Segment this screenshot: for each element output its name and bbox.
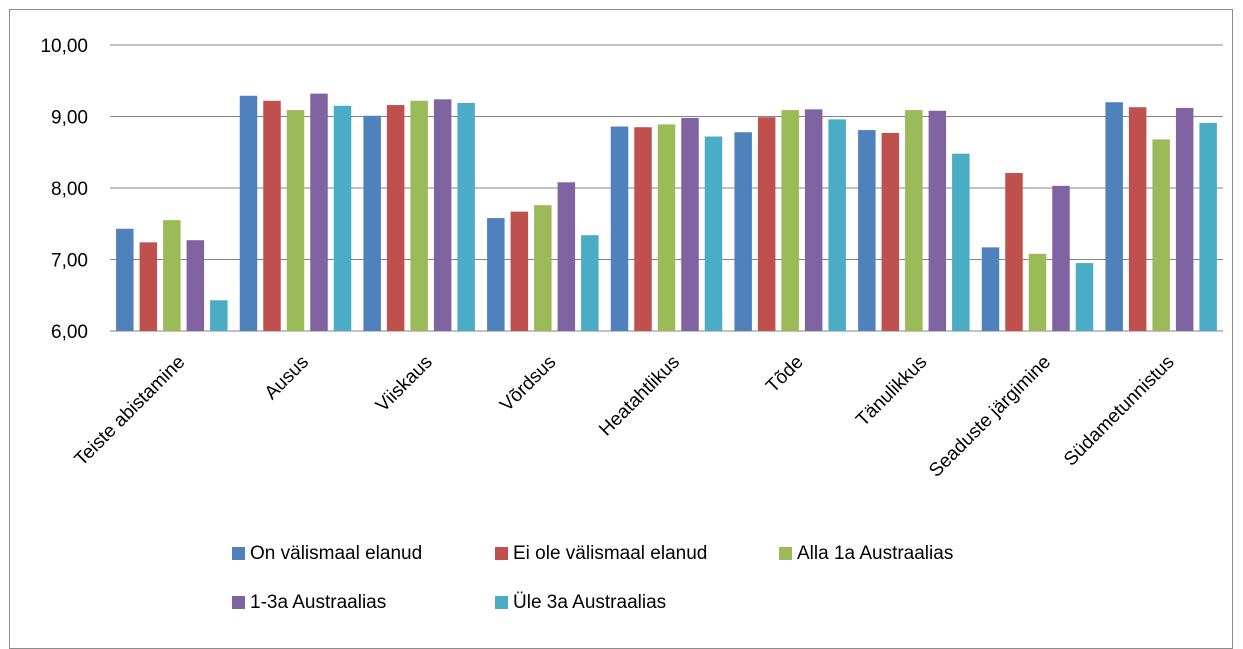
bar — [1052, 185, 1070, 331]
x-category-label: Teiste abistamine — [71, 352, 190, 471]
bar — [410, 100, 428, 332]
bar — [333, 105, 352, 332]
bar — [858, 130, 876, 331]
bar — [510, 211, 529, 331]
bar — [657, 124, 676, 332]
bar — [881, 132, 900, 331]
bar — [386, 105, 405, 331]
x-category-label: Südametunnistus — [1060, 352, 1179, 471]
bar — [634, 127, 652, 331]
bar — [952, 153, 970, 331]
x-category-label: Tänulikkus — [852, 352, 931, 431]
bar — [1028, 253, 1047, 331]
legend-label: On välismaal elanud — [250, 543, 422, 564]
x-category-label: Tõde — [762, 352, 807, 397]
bar — [1105, 102, 1123, 331]
bar — [139, 242, 158, 331]
y-tick-label: 8,00 — [51, 179, 88, 200]
bar — [905, 110, 923, 331]
bar — [286, 110, 305, 331]
x-category-label: Viiskaus — [372, 352, 437, 417]
bar — [186, 240, 205, 331]
bar — [1175, 107, 1194, 331]
bar — [116, 228, 134, 331]
legend-label: Ei ole välismaal elanud — [513, 543, 707, 564]
y-tick-label: 7,00 — [51, 251, 88, 272]
bar — [534, 205, 552, 331]
x-category-label: Ausus — [261, 352, 313, 404]
bar — [1128, 107, 1147, 331]
bar — [557, 182, 576, 331]
bar — [757, 117, 776, 331]
x-axis-category-labels: Teiste abistamine Ausus Viiskaus Võrdsus Hea… — [71, 352, 1179, 482]
x-category-label: Võrdsus — [496, 352, 560, 416]
legend-label: Alla 1a Austraalias — [797, 543, 953, 564]
bar — [704, 136, 723, 331]
bar — [310, 93, 328, 332]
bar — [1199, 122, 1217, 331]
legend: On välismaal elanud Ei ole välismaal elan… — [232, 543, 953, 613]
bar-chart: 6,00 7,00 8,00 9,00 10,00 Teiste abistamine A… — [40, 36, 1223, 613]
bar — [1075, 263, 1094, 331]
y-tick-label: 10,00 — [40, 36, 88, 57]
legend-label: Üle 3a Austraalias — [513, 592, 666, 613]
bar — [981, 247, 1000, 331]
bar — [681, 117, 699, 332]
legend-swatch — [232, 547, 245, 560]
bar — [581, 235, 599, 331]
legend-swatch — [495, 547, 508, 560]
y-tick-label: 6,00 — [51, 322, 88, 343]
bar — [163, 220, 181, 331]
bar — [210, 300, 228, 331]
bar — [433, 99, 452, 331]
bar — [239, 95, 258, 331]
bar — [828, 119, 846, 331]
legend-swatch — [495, 596, 508, 609]
bar — [1005, 172, 1023, 331]
bar — [804, 109, 823, 331]
x-category-label: Seaduste järgimine — [925, 352, 1055, 482]
bar — [781, 110, 799, 331]
bar — [928, 110, 947, 331]
bar — [1152, 139, 1170, 331]
x-category-label: Heatahtlikus — [595, 352, 684, 441]
bars — [116, 93, 1217, 332]
legend-swatch — [779, 547, 792, 560]
legend-label: 1-3a Austraalias — [250, 592, 386, 613]
bar — [457, 102, 475, 331]
bar — [363, 115, 381, 331]
bar — [734, 132, 752, 331]
y-axis-ticks: 6,00 7,00 8,00 9,00 10,00 — [40, 36, 88, 343]
y-tick-label: 9,00 — [51, 108, 88, 129]
bar — [610, 126, 629, 331]
legend-swatch — [232, 596, 245, 609]
bar — [487, 218, 505, 331]
bar — [263, 100, 281, 332]
